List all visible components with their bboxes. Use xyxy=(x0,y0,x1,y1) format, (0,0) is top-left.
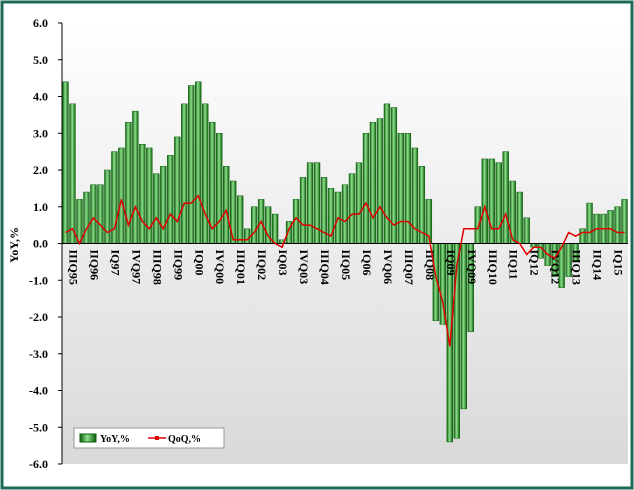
x-tick-label: IQ12 xyxy=(528,250,542,276)
legend-swatch xyxy=(79,433,97,443)
bar xyxy=(523,217,530,244)
bar xyxy=(495,162,502,244)
bar xyxy=(69,103,76,244)
y-tick-label: -4.0 xyxy=(29,384,48,398)
y-tick-label: 0.0 xyxy=(33,237,48,251)
x-tick-label: IVQ09 xyxy=(465,250,479,285)
bar xyxy=(341,184,349,244)
x-tick-label: IIIQ04 xyxy=(318,250,332,285)
bar xyxy=(83,191,90,244)
bar xyxy=(181,103,188,244)
y-tick-label: -2.0 xyxy=(29,310,48,324)
bar xyxy=(76,199,83,244)
x-tick-label: IIIQ13 xyxy=(570,250,584,285)
bar xyxy=(167,155,174,244)
bar xyxy=(250,206,258,244)
bar xyxy=(118,147,125,244)
y-tick-label: -1.0 xyxy=(29,273,48,287)
x-tick-label: IIQ02 xyxy=(255,250,269,281)
x-tick-label: IIIQ10 xyxy=(486,250,500,285)
y-tick-label: 1.0 xyxy=(33,200,48,214)
bar xyxy=(481,158,488,244)
x-tick-label: IVQ97 xyxy=(129,250,143,285)
y-tick-label: 4.0 xyxy=(33,90,48,104)
legend-marker xyxy=(155,436,159,440)
bar xyxy=(614,206,621,244)
bar xyxy=(195,81,202,244)
x-tick-label: IIQ05 xyxy=(339,250,353,281)
bar xyxy=(488,158,495,244)
bar xyxy=(516,191,523,244)
x-tick-label: IIQ14 xyxy=(591,250,605,281)
x-tick-label: IQ15 xyxy=(612,250,626,276)
bar xyxy=(299,177,307,244)
bar xyxy=(369,121,377,244)
y-tick-label: -5.0 xyxy=(29,420,48,434)
bar xyxy=(216,133,223,244)
bar xyxy=(586,202,593,244)
line xyxy=(65,194,625,347)
legend-label: YoY,% xyxy=(100,434,130,445)
x-tick-label: IIIQ98 xyxy=(150,250,164,285)
bar xyxy=(271,213,279,244)
x-tick-label: IVQ06 xyxy=(381,250,395,285)
bar xyxy=(376,118,384,244)
bar xyxy=(362,133,370,244)
x-tick-label: IIQ99 xyxy=(171,250,185,281)
x-tick-label: IIQ08 xyxy=(423,250,437,281)
legend-label: QoQ,% xyxy=(168,434,201,445)
x-tick-label: IIIQ07 xyxy=(402,250,416,285)
x-tick-label: IQ06 xyxy=(360,250,374,276)
x-tick-label: IQ03 xyxy=(276,250,290,276)
x-tick-label: IQ97 xyxy=(108,250,122,276)
bar xyxy=(306,162,314,244)
y-tick-label: -3.0 xyxy=(29,347,48,361)
bar xyxy=(174,136,181,244)
x-tick-label: IVQ00 xyxy=(213,250,227,285)
bar xyxy=(607,210,614,244)
x-tick-label: IIQ96 xyxy=(87,250,101,281)
bar xyxy=(383,103,391,244)
bar xyxy=(97,184,104,244)
y-tick-label: 2.0 xyxy=(33,163,48,177)
bar xyxy=(62,81,69,244)
x-tick-label: IQ09 xyxy=(444,250,458,276)
bar xyxy=(404,133,412,244)
bar xyxy=(355,162,363,244)
bar xyxy=(153,173,160,244)
bar xyxy=(160,166,167,244)
x-tick-label: IVQ12 xyxy=(549,250,563,285)
y-tick-label: 3.0 xyxy=(33,126,48,140)
y-tick-label: -6.0 xyxy=(29,457,48,471)
bar xyxy=(348,173,356,244)
y-tick-label: 5.0 xyxy=(33,53,48,67)
bar xyxy=(397,133,405,244)
bar xyxy=(90,184,97,244)
bar xyxy=(132,110,139,244)
y-axis-title: YoY,% xyxy=(7,227,21,263)
bar xyxy=(502,151,509,244)
y-tick-label: 6.0 xyxy=(33,16,48,30)
x-tick-label: IIIQ95 xyxy=(66,250,80,285)
x-tick-label: IVQ03 xyxy=(297,250,311,285)
bar xyxy=(474,206,481,244)
x-tick-label: IQ00 xyxy=(192,250,206,276)
bar xyxy=(621,199,628,244)
x-tick-label: IIIQ01 xyxy=(234,250,248,285)
x-tick-label: IIQ11 xyxy=(507,250,521,280)
bar xyxy=(243,228,251,244)
bar xyxy=(579,228,586,244)
bar xyxy=(139,144,146,244)
bar xyxy=(313,162,321,244)
bar xyxy=(223,166,230,244)
bar xyxy=(237,195,244,244)
bar xyxy=(202,103,209,244)
bar xyxy=(188,85,195,244)
